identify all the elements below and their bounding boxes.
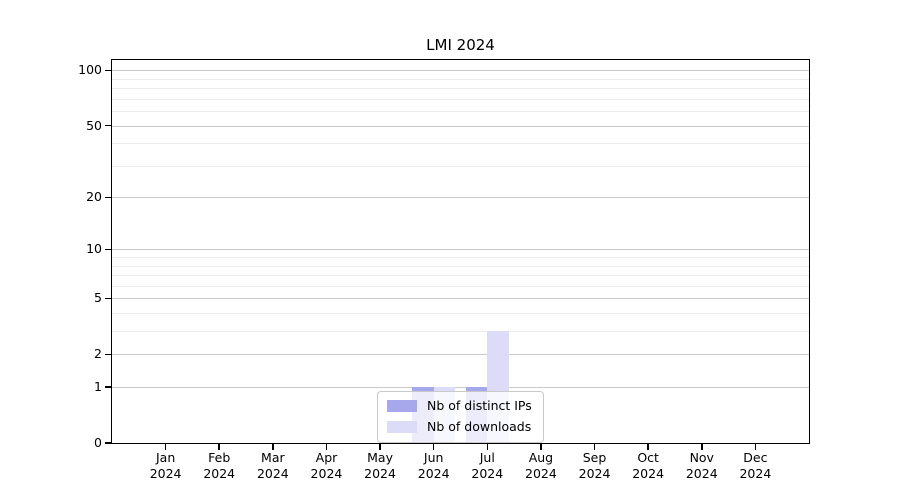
x-tick-mark xyxy=(540,444,542,450)
y-tick-mark xyxy=(105,353,112,356)
x-tick-label: Aug 2024 xyxy=(525,450,557,481)
x-tick-label: Nov 2024 xyxy=(685,450,718,481)
gridline-major xyxy=(112,125,809,127)
x-tick-mark xyxy=(754,444,757,450)
y-tick-label: 1 xyxy=(94,379,102,395)
y-tick-mark xyxy=(105,69,112,72)
y-tick-label: 50 xyxy=(86,117,102,133)
gridline-major xyxy=(112,354,809,356)
legend-swatch-distinct-ips xyxy=(387,400,417,412)
x-tick-mark xyxy=(486,444,489,450)
gridline-minor xyxy=(112,285,809,287)
gridline-minor xyxy=(112,143,809,145)
y-tick-label: 20 xyxy=(86,189,102,205)
legend: Nb of distinct IPs Nb of downloads xyxy=(377,391,544,443)
y-tick-label: 10 xyxy=(86,241,102,257)
x-tick-label: Jun 2024 xyxy=(417,450,450,481)
gridline-minor xyxy=(112,331,809,333)
x-tick-mark xyxy=(272,444,274,450)
legend-label: Nb of downloads xyxy=(427,419,532,434)
plot-area xyxy=(112,60,809,443)
x-tick-label: Jan 2024 xyxy=(149,450,182,481)
y-tick-mark xyxy=(105,297,112,300)
y-tick-mark xyxy=(105,248,112,251)
legend-swatch-downloads xyxy=(387,421,417,433)
y-tick-label: 2 xyxy=(94,346,102,362)
x-tick-mark xyxy=(379,444,381,450)
x-tick-mark xyxy=(593,444,596,450)
x-tick-mark xyxy=(647,444,649,450)
legend-item-downloads: Nb of downloads xyxy=(387,419,532,435)
legend-label: Nb of distinct IPs xyxy=(427,398,532,413)
x-tick-mark xyxy=(325,444,328,450)
gridline-minor xyxy=(112,165,809,167)
gridline-major xyxy=(112,298,809,300)
gridline-minor xyxy=(112,257,809,259)
x-tick-label: Jul 2024 xyxy=(471,450,504,481)
x-tick-label: Sep 2024 xyxy=(578,450,611,481)
x-tick-label: Oct 2024 xyxy=(632,450,665,481)
y-tick-mark xyxy=(105,196,112,198)
x-tick-label: Mar 2024 xyxy=(256,450,289,481)
gridline-minor xyxy=(112,88,809,90)
gridline-minor xyxy=(112,275,809,277)
y-tick-label: 5 xyxy=(94,290,102,306)
gridline-minor xyxy=(112,265,809,267)
y-tick-mark xyxy=(105,442,112,444)
gridline-minor xyxy=(112,78,809,80)
x-tick-label: May 2024 xyxy=(364,450,396,481)
gridline-minor xyxy=(112,111,809,113)
gridline-major xyxy=(112,387,809,389)
gridline-major xyxy=(112,197,809,199)
y-tick-mark xyxy=(105,386,112,388)
gridline-major xyxy=(112,249,809,251)
gridline-minor xyxy=(112,98,809,100)
x-tick-mark xyxy=(218,444,220,450)
x-tick-label: Feb 2024 xyxy=(203,450,236,481)
x-tick-label: Apr 2024 xyxy=(310,450,343,481)
y-tick-label: 0 xyxy=(94,435,102,450)
chart-title: LMI 2024 xyxy=(426,36,495,54)
x-tick-mark xyxy=(432,444,435,450)
gridline-minor xyxy=(112,313,809,315)
x-tick-mark xyxy=(164,444,167,450)
x-tick-label: Dec 2024 xyxy=(739,450,772,481)
x-tick-mark xyxy=(701,444,703,450)
legend-item-distinct-ips: Nb of distinct IPs xyxy=(387,398,532,414)
gridline-major xyxy=(112,70,809,72)
y-tick-mark xyxy=(105,124,112,127)
y-tick-label: 100 xyxy=(78,62,102,78)
